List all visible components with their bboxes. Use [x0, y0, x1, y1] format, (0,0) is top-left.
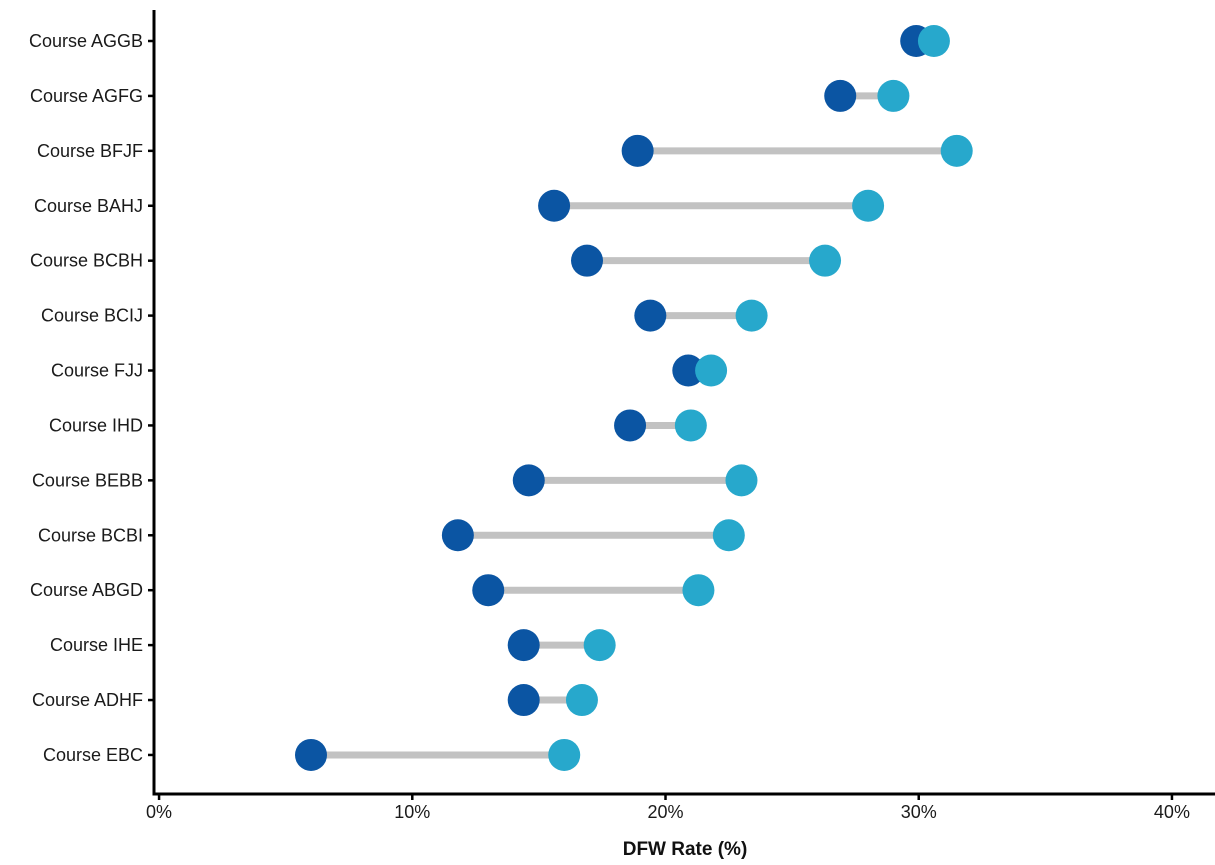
- point-low: [538, 189, 571, 222]
- point-high: [725, 464, 758, 497]
- x-tick-label: 20%: [647, 802, 683, 822]
- point-high: [695, 354, 728, 387]
- y-axis-ticks: Course AGGB Course AGFG Course BFJF Course …: [29, 31, 154, 765]
- y-tick-label: Course IHE: [50, 635, 143, 655]
- y-tick-label: Course EBC: [43, 745, 143, 765]
- point-high: [877, 79, 910, 112]
- point-low: [621, 134, 654, 167]
- y-tick-label: Course AGFG: [30, 86, 143, 106]
- point-high: [712, 519, 745, 552]
- y-tick-label: Course BCBI: [38, 525, 143, 545]
- x-tick-label: 40%: [1154, 802, 1190, 822]
- point-high: [735, 299, 768, 332]
- point-high: [548, 738, 581, 771]
- point-low: [634, 299, 667, 332]
- point-low: [294, 738, 327, 771]
- y-tick-label: Course BAHJ: [34, 196, 143, 216]
- point-high: [583, 629, 616, 662]
- y-tick-label: Course BEBB: [32, 470, 143, 490]
- point-high: [940, 134, 973, 167]
- point-low: [571, 244, 604, 277]
- point-low: [614, 409, 647, 442]
- point-low: [507, 629, 540, 662]
- point-low: [672, 354, 705, 387]
- y-tick-label: Course BCIJ: [41, 306, 143, 326]
- point-high: [852, 189, 885, 222]
- y-tick-label: Course ADHF: [32, 690, 143, 710]
- x-tick-label: 10%: [394, 802, 430, 822]
- point-low: [824, 79, 857, 112]
- point-low: [512, 464, 545, 497]
- point-low: [472, 574, 505, 607]
- data-points: [294, 25, 973, 771]
- y-tick-label: Course BCBH: [30, 251, 143, 271]
- axes: [152, 10, 1215, 796]
- x-tick-label: 0%: [146, 802, 172, 822]
- x-axis-title: DFW Rate (%): [623, 839, 748, 860]
- x-axis-ticks: 0% 10% 20% 30% 40%: [146, 794, 1190, 822]
- point-low: [507, 684, 540, 717]
- point-high: [917, 25, 950, 57]
- y-tick-label: Course ABGD: [30, 580, 143, 600]
- point-high: [565, 684, 598, 717]
- y-tick-label: Course IHD: [49, 415, 143, 435]
- y-tick-label: Course BFJF: [37, 141, 143, 161]
- y-tick-label: Course AGGB: [29, 31, 143, 51]
- point-high: [674, 409, 707, 442]
- y-tick-label: Course FJJ: [51, 361, 143, 381]
- point-high: [809, 244, 842, 277]
- point-high: [682, 574, 715, 607]
- x-tick-label: 30%: [901, 802, 937, 822]
- point-low: [441, 519, 474, 552]
